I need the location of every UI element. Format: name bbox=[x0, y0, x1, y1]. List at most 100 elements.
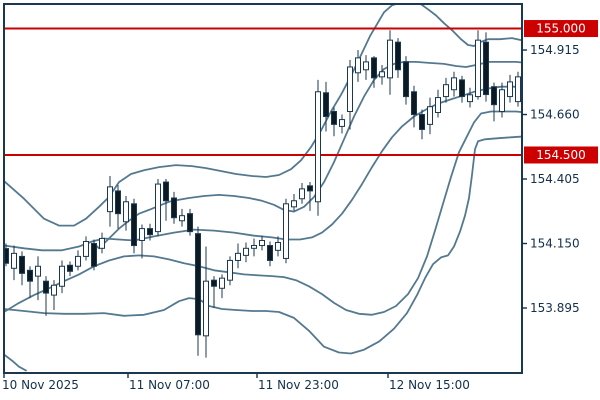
candle-body-bear bbox=[459, 79, 465, 98]
y-axis-label: 154.405 bbox=[530, 172, 580, 186]
candle-body-bull bbox=[275, 241, 281, 251]
x-axis-label: 10 Nov 2025 bbox=[2, 378, 79, 392]
candle-body-bull bbox=[427, 106, 433, 125]
candlestick bbox=[507, 74, 513, 103]
candle-body-bull bbox=[155, 183, 161, 233]
price-alert-label: 155.000 bbox=[536, 22, 586, 36]
candlestick bbox=[491, 82, 497, 122]
candle-body-bear bbox=[187, 213, 193, 233]
lower-outer-band-left-fragment bbox=[4, 353, 27, 372]
candle-body-bear bbox=[27, 269, 33, 282]
candle-body-bear bbox=[67, 264, 73, 272]
candle-body-bear bbox=[491, 86, 497, 106]
candlestick bbox=[371, 56, 377, 88]
candlestick bbox=[227, 256, 233, 286]
middle-band bbox=[4, 85, 522, 252]
candle-body-bear bbox=[115, 190, 121, 215]
candle-body-bear bbox=[395, 41, 401, 71]
candlestick bbox=[4, 243, 9, 267]
candlestick bbox=[299, 183, 305, 204]
candle-body-bull bbox=[475, 39, 481, 98]
candlestick bbox=[419, 109, 425, 140]
candlestick bbox=[355, 50, 361, 82]
candle-body-bull bbox=[283, 203, 289, 259]
candlestick bbox=[435, 89, 441, 118]
candlestick bbox=[499, 82, 505, 118]
candle-body-bull bbox=[467, 94, 473, 103]
candle-body-bear bbox=[91, 243, 97, 267]
candlestick bbox=[307, 182, 313, 211]
candle-body-bull bbox=[179, 215, 185, 222]
x-axis-label: 12 Nov 15:00 bbox=[389, 378, 470, 392]
candle-body-bull bbox=[243, 247, 249, 256]
candlestick bbox=[291, 193, 297, 211]
candlestick bbox=[99, 232, 105, 254]
candle-body-bull bbox=[107, 186, 113, 213]
candlestick bbox=[395, 38, 401, 78]
candle-body-bear bbox=[4, 248, 9, 264]
candle-body-bull bbox=[387, 39, 393, 79]
candlestick bbox=[387, 30, 393, 95]
candlestick bbox=[459, 75, 465, 103]
candle-body-bear bbox=[171, 197, 177, 219]
candle-body-bull bbox=[515, 76, 521, 103]
candlestick bbox=[259, 235, 265, 251]
candlestick bbox=[51, 280, 57, 311]
price-alert-label-box bbox=[524, 146, 598, 164]
candle-body-bear bbox=[483, 41, 489, 96]
candle-body-bear bbox=[403, 61, 409, 98]
candlestick bbox=[43, 276, 49, 316]
candlestick bbox=[323, 81, 329, 132]
candle-body-bull bbox=[139, 228, 145, 241]
plot-area[interactable] bbox=[4, 2, 527, 372]
candle-body-bull bbox=[379, 71, 385, 78]
candle-body-bear bbox=[267, 245, 273, 261]
candle-body-bear bbox=[131, 203, 137, 247]
candlestick bbox=[243, 242, 249, 263]
candlestick bbox=[427, 97, 433, 135]
candlestick bbox=[131, 198, 137, 254]
candlestick bbox=[443, 77, 449, 103]
candle-body-bear bbox=[323, 92, 329, 118]
y-axis-label: 153.895 bbox=[530, 301, 580, 315]
candlestick bbox=[451, 71, 457, 97]
candlestick bbox=[187, 208, 193, 236]
candle-body-bull bbox=[355, 57, 361, 74]
candle-body-bear bbox=[419, 114, 425, 130]
candlestick bbox=[235, 243, 241, 269]
candlestick bbox=[251, 238, 257, 257]
candle-body-bull bbox=[219, 277, 225, 289]
candlestick bbox=[403, 56, 409, 105]
candle-body-bull bbox=[299, 188, 305, 200]
candlestick bbox=[19, 251, 25, 286]
candlestick bbox=[35, 256, 41, 301]
price-alert-label: 154.500 bbox=[536, 148, 586, 162]
candle-body-bear bbox=[19, 255, 25, 274]
x-axis-label: 11 Nov 23:00 bbox=[258, 378, 339, 392]
candlestick bbox=[363, 55, 369, 80]
candlestick bbox=[179, 208, 185, 227]
candlestick bbox=[475, 30, 481, 100]
candle-body-bear bbox=[307, 185, 313, 192]
candle-body-bull bbox=[75, 255, 81, 267]
candlestick bbox=[315, 79, 321, 216]
candlestick bbox=[115, 185, 121, 229]
candle-body-bull bbox=[51, 284, 57, 296]
candle-body-bull bbox=[35, 265, 41, 277]
candlestick bbox=[339, 114, 345, 134]
candlestick bbox=[75, 250, 81, 271]
candlestick bbox=[163, 179, 169, 221]
candle-body-bear bbox=[195, 233, 201, 336]
candle-body-bull bbox=[443, 84, 449, 98]
candlestick bbox=[123, 195, 129, 231]
candlestick bbox=[283, 198, 289, 264]
candle-body-bull bbox=[83, 240, 89, 257]
price-alert-label-box bbox=[524, 20, 598, 38]
candlestick bbox=[411, 85, 417, 128]
candle-body-bear bbox=[371, 57, 377, 79]
candlestick bbox=[483, 32, 489, 102]
candlestick bbox=[219, 274, 225, 299]
candle-body-bull bbox=[347, 66, 353, 112]
